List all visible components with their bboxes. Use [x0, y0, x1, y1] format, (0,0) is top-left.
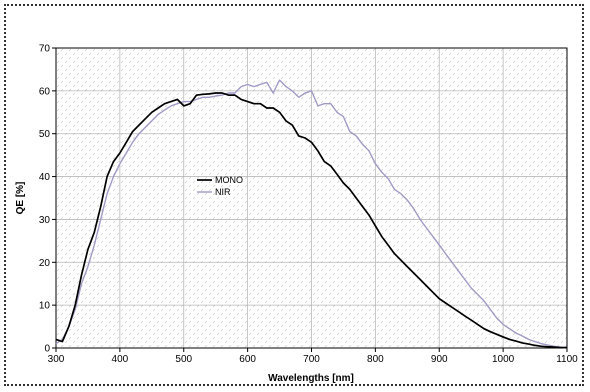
x-tick-label: 700: [303, 354, 320, 365]
x-axis-label: Wavelengths [nm]: [268, 373, 354, 384]
axes: 300 400 500 600 700 800 900 1000 1100 0 10 20 30 40 50…: [39, 44, 578, 366]
x-tick-label: 900: [431, 354, 448, 365]
y-tick-label: 10: [39, 301, 51, 312]
y-tick-label: 30: [39, 215, 51, 226]
x-tick-label: 800: [367, 354, 384, 365]
x-tick-label: 400: [112, 354, 129, 365]
y-tick-label: 60: [39, 86, 51, 97]
series-lines: [55, 79, 568, 349]
y-tick-label: 40: [39, 172, 51, 183]
y-axis-label: QE [%]: [15, 182, 26, 215]
x-tick-label: 600: [239, 354, 256, 365]
chart-frame: [4, 4, 584, 386]
legend-label-mono: MONO: [215, 175, 243, 185]
legend: MONO NIR: [197, 175, 243, 197]
y-tick-label: 50: [39, 129, 51, 140]
series-line-nir: [55, 79, 568, 349]
y-tick-label: 20: [39, 258, 51, 269]
legend-label-nir: NIR: [215, 187, 231, 197]
x-tick-label: 1000: [492, 354, 515, 365]
x-tick-label: 300: [48, 354, 65, 365]
x-tick-label: 500: [175, 354, 192, 365]
series-line-mono: [55, 92, 567, 349]
plot-border: [55, 47, 568, 349]
x-tick-label: 1100: [556, 354, 578, 365]
y-tick-label: 70: [39, 44, 51, 55]
y-tick-label: 0: [44, 344, 50, 355]
